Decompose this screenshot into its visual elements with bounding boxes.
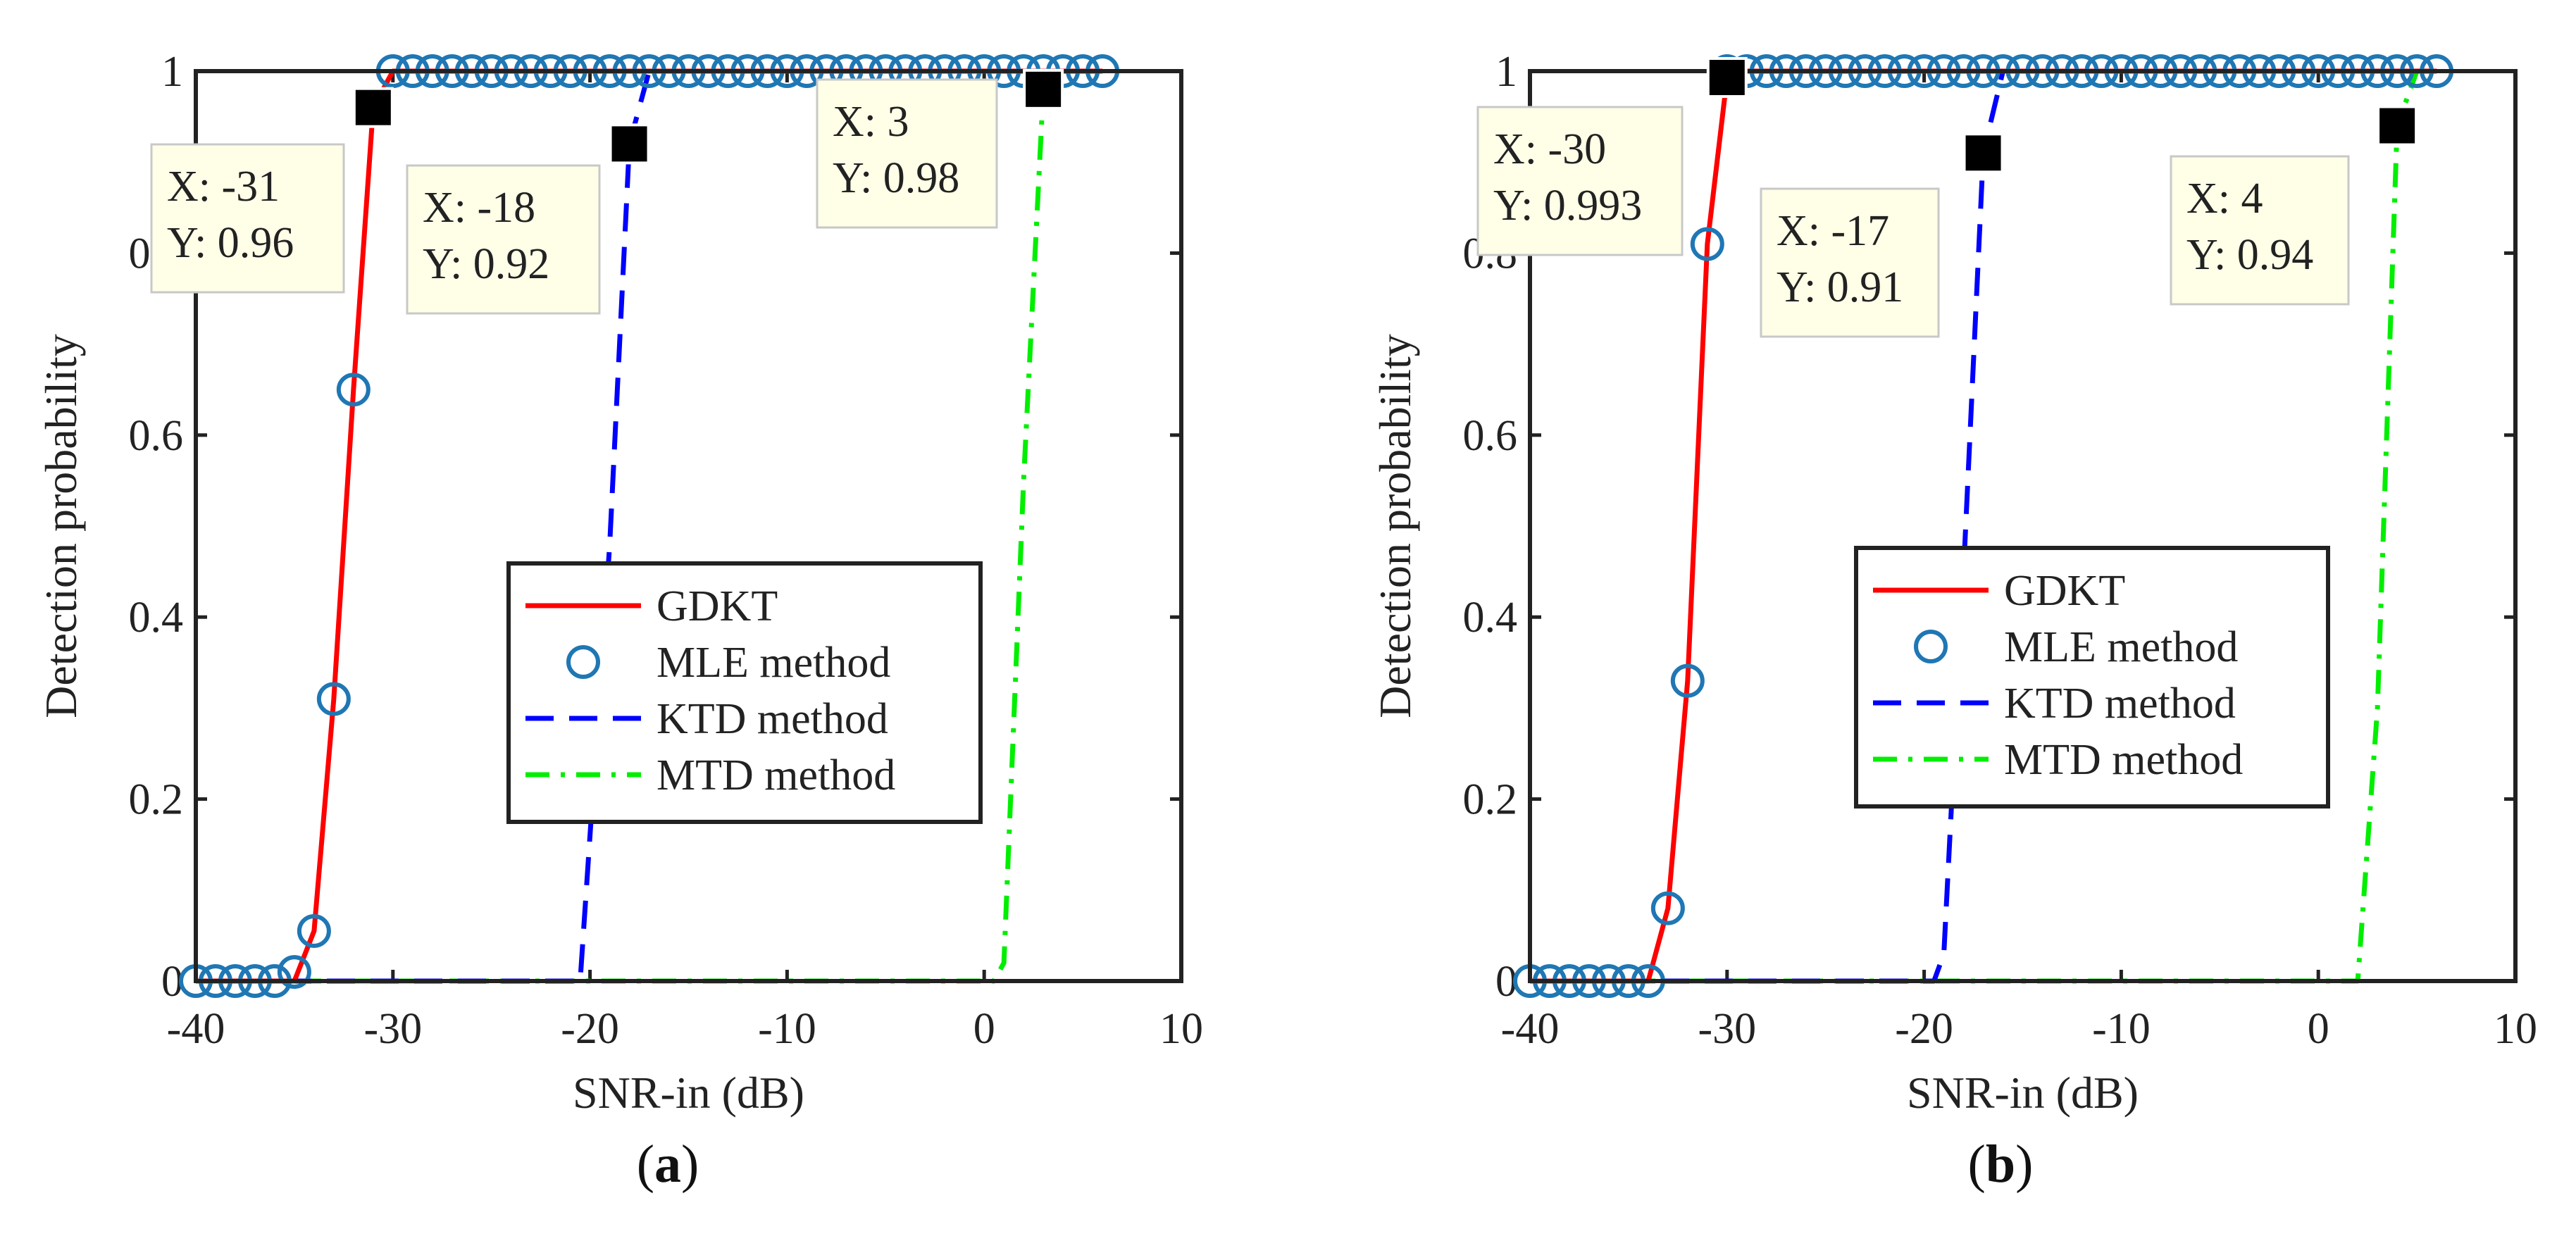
legend-label: KTD method bbox=[2004, 680, 2236, 728]
mle-marker bbox=[336, 373, 371, 407]
legend-label: KTD method bbox=[657, 695, 888, 743]
mle-marker bbox=[1670, 663, 1705, 698]
datatip-box bbox=[1760, 187, 1940, 338]
y-axis-label: Detection probability bbox=[1370, 334, 1420, 718]
x-tick-label: -20 bbox=[1895, 1005, 1953, 1053]
x-axis-label: SNR-in (dB) bbox=[573, 1068, 804, 1118]
legend-label: GDKT bbox=[657, 582, 778, 630]
legend-marker-mle bbox=[566, 645, 600, 679]
y-tick-label: 0.2 bbox=[1463, 776, 1518, 824]
datatip-y-label: Y: 0.96 bbox=[167, 219, 294, 267]
datatip-marker bbox=[609, 123, 650, 165]
y-tick-label: 0.6 bbox=[1463, 412, 1518, 460]
y-tick-label: 0.4 bbox=[129, 594, 184, 642]
x-tick-label: -30 bbox=[1698, 1005, 1756, 1053]
series-gdkt bbox=[196, 68, 1103, 984]
datatip-y-label: Y: 0.98 bbox=[833, 154, 959, 202]
datatip-y-label: Y: 0.94 bbox=[2186, 231, 2313, 279]
caption-a: (a) bbox=[636, 1135, 699, 1194]
mle-marker bbox=[1650, 891, 1685, 925]
y-tick-label: 1 bbox=[1495, 48, 1517, 96]
y-tick-label: 1 bbox=[161, 48, 183, 96]
legend-label: MTD method bbox=[657, 751, 895, 799]
caption-a-letter: a bbox=[654, 1135, 681, 1194]
datatip-y-label: Y: 0.91 bbox=[1777, 263, 1903, 311]
x-tick-label: -20 bbox=[561, 1005, 619, 1053]
x-tick-label: -30 bbox=[363, 1005, 422, 1053]
x-tick-label: -10 bbox=[2092, 1005, 2151, 1053]
datatip-box bbox=[406, 164, 601, 315]
mle-marker bbox=[277, 955, 311, 990]
mle-marker bbox=[1690, 227, 1724, 261]
datatip-box bbox=[816, 78, 998, 229]
x-tick-label: -40 bbox=[1501, 1005, 1560, 1053]
legend-label: MLE method bbox=[657, 639, 890, 687]
datatip-marker bbox=[1962, 132, 2004, 174]
x-tick-label: -10 bbox=[758, 1005, 816, 1053]
y-axis-label: Detection probability bbox=[36, 334, 86, 718]
datatip-x-label: X: -17 bbox=[1777, 207, 1889, 255]
x-tick-label: -40 bbox=[167, 1005, 225, 1053]
datatip-marker bbox=[1706, 57, 1748, 99]
x-tick-label: 0 bbox=[973, 1005, 995, 1053]
caption-b-letter: b bbox=[1985, 1135, 2016, 1194]
caption-b: (b) bbox=[1967, 1135, 2034, 1194]
datatip-marker bbox=[352, 87, 394, 128]
datatip-y-label: Y: 0.92 bbox=[423, 240, 549, 288]
y-tick-label: 0.4 bbox=[1463, 594, 1518, 642]
x-tick-label: 10 bbox=[2494, 1005, 2537, 1053]
axes-frame bbox=[1528, 69, 2518, 983]
mle-marker bbox=[316, 682, 351, 716]
datatip-x-label: X: -30 bbox=[1493, 125, 1606, 173]
y-tick-label: 0.6 bbox=[129, 412, 184, 460]
mle-marker bbox=[297, 913, 331, 948]
datatip-box bbox=[1476, 106, 1684, 256]
datatip-box bbox=[2170, 155, 2350, 306]
x-axis-label: SNR-in (dB) bbox=[1907, 1068, 2139, 1118]
datatip-marker bbox=[1023, 68, 1064, 110]
x-tick-label: 10 bbox=[1159, 1005, 1203, 1053]
y-tick-label: 0.2 bbox=[129, 776, 184, 824]
legend-marker-mle bbox=[1914, 630, 1948, 663]
x-tick-label: 0 bbox=[2308, 1005, 2329, 1053]
datatip-box bbox=[150, 143, 345, 294]
datatip-x-label: X: 4 bbox=[2186, 175, 2263, 223]
datatip-x-label: X: -31 bbox=[167, 163, 280, 211]
legend-label: GDKT bbox=[2004, 567, 2125, 615]
datatip-x-label: X: -18 bbox=[423, 184, 535, 232]
legend-label: MLE method bbox=[2004, 623, 2238, 671]
datatip-x-label: X: 3 bbox=[833, 98, 909, 146]
datatip-marker bbox=[2377, 105, 2418, 146]
datatip-y-label: Y: 0.993 bbox=[1493, 182, 1642, 230]
legend-label: MTD method bbox=[2004, 736, 2243, 784]
axes-frame bbox=[194, 69, 1183, 983]
